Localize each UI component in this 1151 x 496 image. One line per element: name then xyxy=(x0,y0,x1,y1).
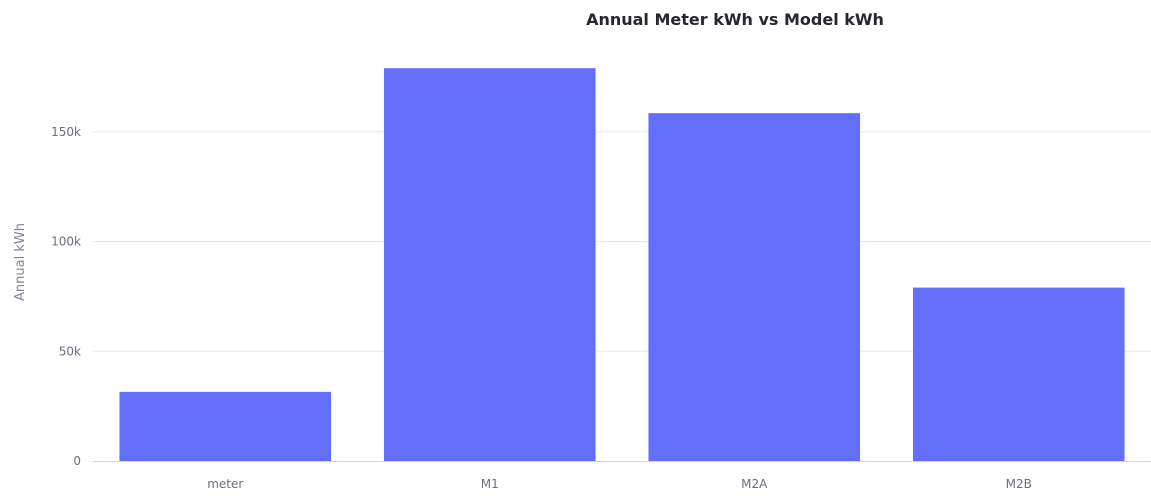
x-tick-label: meter xyxy=(207,477,243,491)
bar-m1[interactable] xyxy=(383,68,596,461)
x-tick-label: M2B xyxy=(1006,477,1032,491)
bar-m2b[interactable] xyxy=(912,287,1125,461)
chart-title: Annual Meter kWh vs Model kWh xyxy=(586,10,884,29)
y-tick-label: 100k xyxy=(51,235,81,249)
x-tick-label: M1 xyxy=(481,477,499,491)
y-axis-label: Annual kWh xyxy=(13,223,28,301)
y-tick-label: 50k xyxy=(59,344,81,358)
x-axis-ticks: meter M1 M2A M2B xyxy=(207,477,1032,491)
bar-m2a[interactable] xyxy=(648,113,861,462)
y-axis-ticks: 0 50k 100k 150k xyxy=(51,125,81,468)
bar-meter[interactable] xyxy=(119,391,332,461)
bars xyxy=(119,68,1125,462)
y-tick-label: 150k xyxy=(51,125,81,139)
x-tick-label: M2A xyxy=(741,477,768,491)
y-tick-label: 0 xyxy=(73,454,81,468)
